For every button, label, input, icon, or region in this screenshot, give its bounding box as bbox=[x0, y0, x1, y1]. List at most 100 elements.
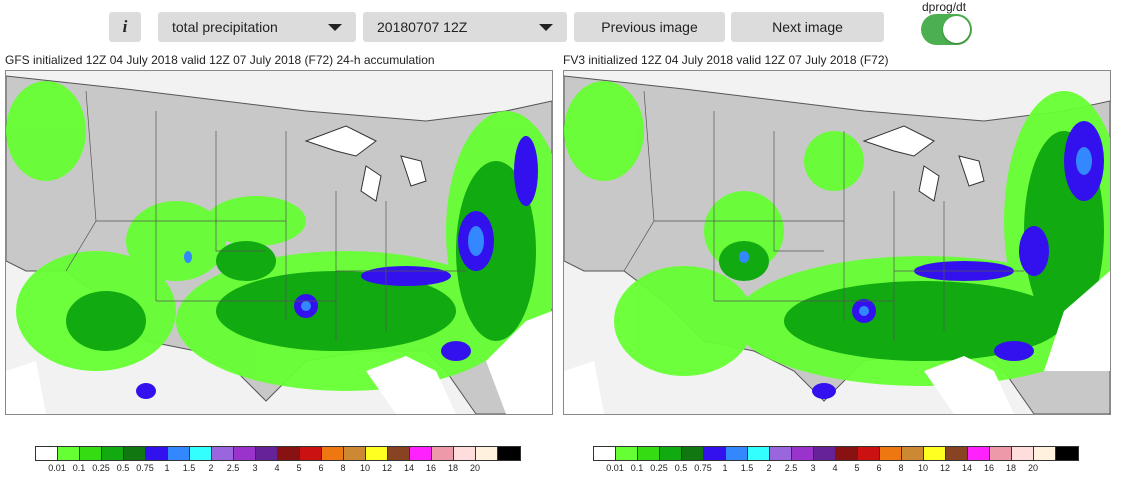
colorbar-swatch bbox=[660, 447, 682, 460]
colorbar-swatch bbox=[638, 447, 660, 460]
colorbar-tick-label: 20 bbox=[1027, 463, 1039, 473]
colorbar-swatch bbox=[36, 447, 58, 460]
colorbar-tick-label: 14 bbox=[403, 463, 415, 473]
colorbar-swatches bbox=[35, 446, 521, 461]
colorbar-swatch bbox=[58, 447, 80, 460]
colorbar-swatch bbox=[726, 447, 748, 460]
colorbar-tick-label: 0.5 bbox=[674, 463, 688, 473]
colorbar-swatch bbox=[322, 447, 344, 460]
colorbar-tick-label: 2 bbox=[766, 463, 772, 473]
chevron-down-icon bbox=[539, 23, 553, 31]
colorbar-tick-label: 16 bbox=[425, 463, 437, 473]
colorbar-tick-label: 0.75 bbox=[694, 463, 712, 473]
gfs-colorbar: 0.01 0.1 0.25 0.5 0.75 1 1.5 2 2.5 3 4 5 6 8 10 12 14 16 1… bbox=[35, 446, 521, 475]
colorbar-tick-label: 2.5 bbox=[226, 463, 240, 473]
colorbar-swatch bbox=[278, 447, 300, 460]
variable-select[interactable]: total precipitation bbox=[158, 12, 356, 42]
dprog-dt-toggle[interactable] bbox=[921, 14, 972, 45]
colorbar-swatch bbox=[80, 447, 102, 460]
previous-image-button[interactable]: Previous image bbox=[574, 12, 725, 42]
dprog-dt-label: dprog/dt bbox=[922, 0, 967, 14]
colorbar-swatch bbox=[880, 447, 902, 460]
next-image-button[interactable]: Next image bbox=[731, 12, 884, 42]
colorbar-tick-label: 12 bbox=[939, 463, 951, 473]
fv3-panel-title: FV3 initialized 12Z 04 July 2018 valid 1… bbox=[563, 53, 889, 67]
colorbar-tick-label: 20 bbox=[469, 463, 481, 473]
colorbar-swatch bbox=[792, 447, 814, 460]
colorbar-swatch bbox=[388, 447, 410, 460]
colorbar-swatch bbox=[498, 447, 520, 460]
colorbar-tick-label: 5 bbox=[854, 463, 860, 473]
colorbar-swatch bbox=[748, 447, 770, 460]
colorbar-labels: 0.01 0.1 0.25 0.5 0.75 1 1.5 2 2.5 3 4 5 6 8 10 12 14 16 1… bbox=[593, 463, 1079, 475]
colorbar-swatch bbox=[814, 447, 836, 460]
colorbar-swatch bbox=[212, 447, 234, 460]
colorbar-tick-label: 16 bbox=[983, 463, 995, 473]
date-select-value: 20180707 12Z bbox=[377, 19, 468, 35]
date-select[interactable]: 20180707 12Z bbox=[363, 12, 567, 42]
colorbar-swatch bbox=[704, 447, 726, 460]
chevron-down-icon bbox=[328, 23, 342, 31]
variable-select-value: total precipitation bbox=[172, 19, 278, 35]
colorbar-swatch bbox=[836, 447, 858, 460]
colorbar-swatch bbox=[454, 447, 476, 460]
gfs-panel-title: GFS initialized 12Z 04 July 2018 valid 1… bbox=[5, 53, 435, 67]
colorbar-tick-label: 3 bbox=[810, 463, 816, 473]
colorbar-tick-label: 0.5 bbox=[116, 463, 130, 473]
colorbar-tick-label: 0.01 bbox=[606, 463, 624, 473]
colorbar-swatch bbox=[946, 447, 968, 460]
colorbar-tick-label: 4 bbox=[274, 463, 280, 473]
colorbar-tick-label: 18 bbox=[1005, 463, 1017, 473]
colorbar-swatch bbox=[344, 447, 366, 460]
info-button[interactable]: i bbox=[109, 12, 141, 42]
colorbar-tick-label: 6 bbox=[318, 463, 324, 473]
colorbar-swatch bbox=[366, 447, 388, 460]
colorbar-swatch bbox=[968, 447, 990, 460]
fv3-colorbar: 0.01 0.1 0.25 0.5 0.75 1 1.5 2 2.5 3 4 5 6 8 10 12 14 16 1… bbox=[593, 446, 1079, 475]
colorbar-swatch bbox=[168, 447, 190, 460]
toggle-knob bbox=[943, 16, 970, 43]
gfs-map-image bbox=[6, 71, 552, 414]
colorbar-tick-label: 10 bbox=[359, 463, 371, 473]
colorbar-swatch bbox=[1034, 447, 1056, 460]
colorbar-swatch bbox=[102, 447, 124, 460]
colorbar-labels: 0.01 0.1 0.25 0.5 0.75 1 1.5 2 2.5 3 4 5 6 8 10 12 14 16 1… bbox=[35, 463, 521, 475]
colorbar-tick-label: 12 bbox=[381, 463, 393, 473]
info-icon: i bbox=[122, 17, 128, 36]
toolbar: i total precipitation 20180707 12Z Previ… bbox=[0, 0, 1133, 50]
colorbar-swatch bbox=[924, 447, 946, 460]
colorbar-swatch bbox=[476, 447, 498, 460]
colorbar-swatch bbox=[300, 447, 322, 460]
colorbar-tick-label: 1.5 bbox=[182, 463, 196, 473]
colorbar-tick-label: 8 bbox=[340, 463, 346, 473]
colorbar-tick-label: 0.1 bbox=[72, 463, 86, 473]
colorbar-tick-label: 10 bbox=[917, 463, 929, 473]
colorbar-swatch bbox=[1012, 447, 1034, 460]
colorbar-swatch bbox=[902, 447, 924, 460]
colorbar-swatch bbox=[124, 447, 146, 460]
colorbar-tick-label: 2.5 bbox=[784, 463, 798, 473]
colorbar-tick-label: 1.5 bbox=[740, 463, 754, 473]
colorbar-tick-label: 0.75 bbox=[136, 463, 154, 473]
colorbar-tick-label: 1 bbox=[722, 463, 728, 473]
colorbar-swatch bbox=[234, 447, 256, 460]
colorbar-swatch bbox=[682, 447, 704, 460]
colorbar-swatch bbox=[1056, 447, 1078, 460]
colorbar-swatch bbox=[858, 447, 880, 460]
colorbar-tick-label: 0.01 bbox=[48, 463, 66, 473]
colorbar-tick-label: 6 bbox=[876, 463, 882, 473]
colorbar-tick-label: 0.1 bbox=[630, 463, 644, 473]
colorbar-swatch bbox=[410, 447, 432, 460]
colorbar-tick-label: 14 bbox=[961, 463, 973, 473]
colorbar-tick-label: 8 bbox=[898, 463, 904, 473]
colorbar-tick-label: 3 bbox=[252, 463, 258, 473]
colorbar-tick-label: 0.25 bbox=[650, 463, 668, 473]
colorbar-swatch bbox=[146, 447, 168, 460]
colorbar-swatch bbox=[990, 447, 1012, 460]
colorbar-swatch bbox=[594, 447, 616, 460]
next-image-label: Next image bbox=[772, 19, 843, 35]
gfs-precip-map bbox=[5, 70, 553, 415]
fv3-precip-map bbox=[563, 70, 1111, 415]
colorbar-tick-label: 1 bbox=[164, 463, 170, 473]
colorbar-tick-label: 18 bbox=[447, 463, 459, 473]
